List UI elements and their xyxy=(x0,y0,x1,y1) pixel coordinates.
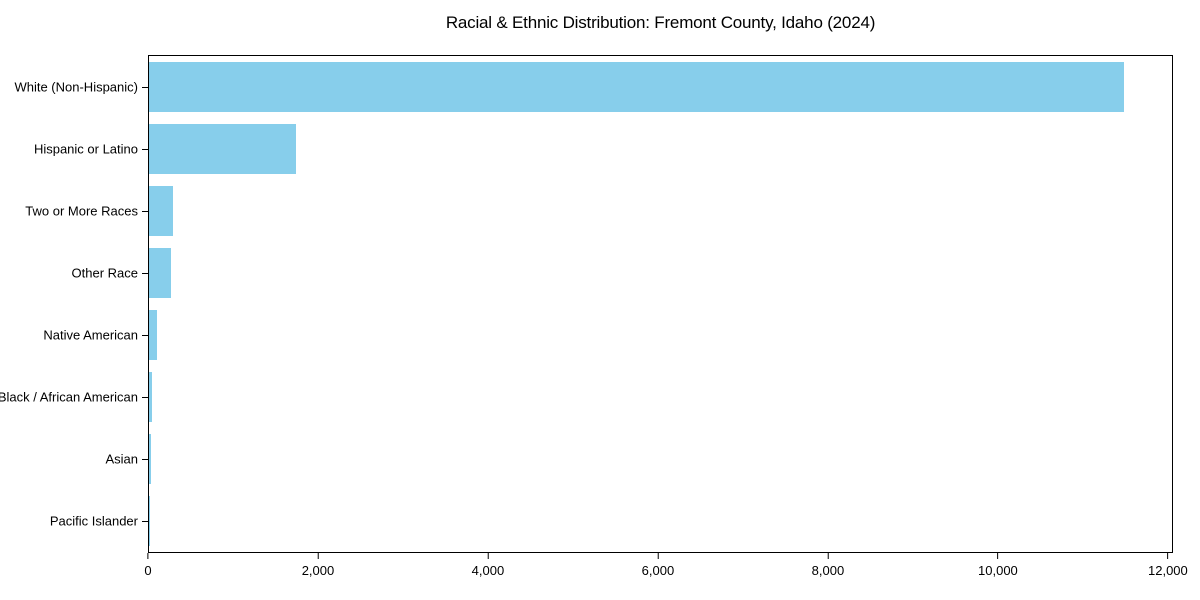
x-tick-label: 4,000 xyxy=(471,563,505,578)
category-label: Hispanic or Latino xyxy=(33,141,138,157)
plot-area: White (Non-Hispanic) Hispanic or Latino Tw… xyxy=(0,55,1173,553)
bar-row: Asian xyxy=(105,428,1172,490)
y-axis-tick xyxy=(142,521,148,522)
x-tick-label: 0 xyxy=(144,563,152,578)
category-label: Black / African American xyxy=(0,389,138,405)
bar-row: Black / African American xyxy=(0,366,1172,428)
y-axis-tick xyxy=(142,397,148,398)
x-tick-mark xyxy=(657,553,659,559)
y-axis-tick xyxy=(142,211,148,212)
category-label: Two or More Races xyxy=(25,203,138,219)
category-label: Native American xyxy=(43,327,138,343)
category-label: Asian xyxy=(105,451,138,467)
x-tick-label: 12,000 xyxy=(1148,563,1188,578)
x-tick-label: 8,000 xyxy=(811,563,845,578)
bar xyxy=(149,372,153,422)
x-axis-tick: 0 xyxy=(144,553,152,578)
x-tick-label: 6,000 xyxy=(641,563,675,578)
x-axis-tick: 12,000 xyxy=(1148,553,1188,578)
x-tick-mark xyxy=(827,553,829,559)
bar xyxy=(149,310,157,360)
bar-row: Pacific Islander xyxy=(50,490,1172,552)
x-tick-mark xyxy=(147,553,149,559)
bar-row: White (Non-Hispanic) xyxy=(14,56,1172,118)
x-tick-mark xyxy=(317,553,319,559)
x-tick-mark xyxy=(487,553,489,559)
y-axis-tick xyxy=(142,335,148,336)
bar xyxy=(149,186,173,236)
x-tick-mark xyxy=(997,553,999,559)
x-axis-tick: 8,000 xyxy=(811,553,845,578)
x-axis-tick: 6,000 xyxy=(641,553,675,578)
bar xyxy=(149,62,1125,112)
y-axis-tick xyxy=(142,273,148,274)
x-axis-tick: 2,000 xyxy=(301,553,335,578)
bar-row: Hispanic or Latino xyxy=(34,118,1172,180)
x-axis-tick: 10,000 xyxy=(978,553,1018,578)
bar xyxy=(149,434,151,484)
y-axis-tick xyxy=(142,459,148,460)
bar-row: Other Race xyxy=(72,242,1172,304)
y-axis-tick xyxy=(142,87,148,88)
x-tick-mark xyxy=(1167,553,1169,559)
bar-row: Two or More Races xyxy=(25,180,1172,242)
category-label: Other Race xyxy=(71,265,138,281)
y-axis-tick xyxy=(142,149,148,150)
x-axis-tick: 4,000 xyxy=(471,553,505,578)
x-axis: 0 2,000 4,000 6,000 8,000 10,000 12,000 xyxy=(144,553,1188,593)
x-tick-label: 10,000 xyxy=(978,563,1018,578)
bar xyxy=(149,248,172,298)
chart-title: Racial & Ethnic Distribution: Fremont Co… xyxy=(445,13,876,32)
category-label: Pacific Islander xyxy=(49,513,138,529)
x-tick-label: 2,000 xyxy=(301,563,335,578)
bar-row: Native American xyxy=(43,304,1172,366)
bar xyxy=(149,124,296,174)
category-label: White (Non-Hispanic) xyxy=(14,79,138,95)
